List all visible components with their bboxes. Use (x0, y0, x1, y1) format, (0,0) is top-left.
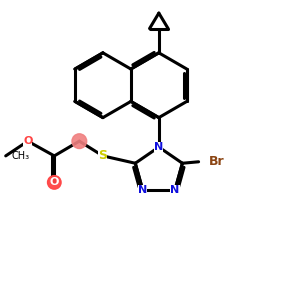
Text: Br: Br (209, 155, 224, 168)
Text: S: S (98, 149, 107, 162)
Circle shape (72, 134, 87, 148)
Text: N: N (170, 185, 180, 195)
Text: N: N (138, 185, 147, 195)
Text: N: N (154, 142, 164, 152)
Text: O: O (23, 136, 32, 146)
Circle shape (47, 176, 61, 189)
Text: O: O (50, 177, 59, 188)
Text: CH₃: CH₃ (12, 151, 30, 161)
